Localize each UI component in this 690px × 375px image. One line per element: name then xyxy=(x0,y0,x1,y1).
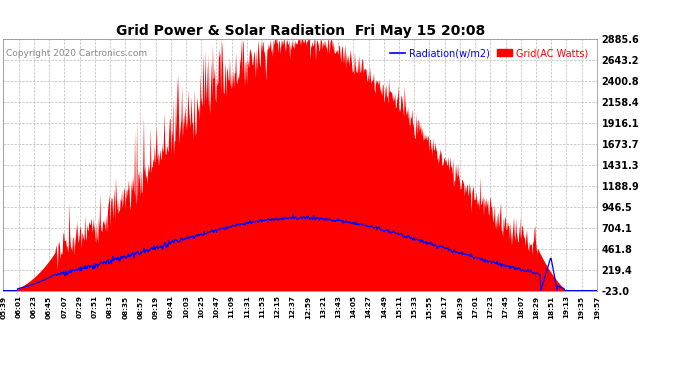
Title: Grid Power & Solar Radiation  Fri May 15 20:08: Grid Power & Solar Radiation Fri May 15 … xyxy=(115,24,485,38)
Legend: Radiation(w/m2), Grid(AC Watts): Radiation(w/m2), Grid(AC Watts) xyxy=(386,44,592,62)
Text: Copyright 2020 Cartronics.com: Copyright 2020 Cartronics.com xyxy=(6,50,148,58)
